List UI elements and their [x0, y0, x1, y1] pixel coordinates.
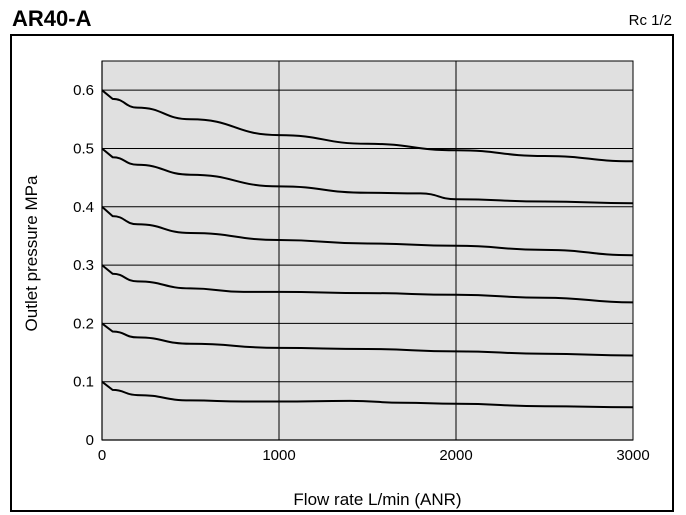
grid-lines [101, 61, 634, 441]
x-tick-label: 1000 [262, 447, 295, 464]
series-line-6 [101, 380, 634, 409]
x-tick-label: 0 [98, 447, 106, 464]
y-axis-label: Outlet pressure MPa [22, 175, 41, 331]
y-tick-label: 0.3 [73, 257, 94, 274]
series-line-5 [101, 322, 634, 357]
tick-labels: 0 0.1 0.2 0.3 0.4 0.5 0.6 0 1000 2000 3000 [73, 82, 650, 464]
y-tick-label: 0 [86, 432, 94, 449]
chart-title: AR40-A [12, 6, 92, 31]
y-tick-label: 0.4 [73, 199, 94, 216]
y-tick-label: 0.1 [73, 374, 94, 391]
y-tick-label: 0.5 [73, 140, 94, 157]
x-tick-label: 2000 [439, 447, 472, 464]
x-tick-label: 3000 [616, 447, 649, 464]
series-line-1 [101, 89, 634, 163]
y-tick-label: 0.6 [73, 82, 94, 99]
chart-frame [10, 34, 674, 512]
series-line-4 [101, 264, 634, 304]
series-line-3 [101, 206, 634, 257]
series-lines [101, 89, 634, 409]
port-size-label: Rc 1/2 [628, 12, 672, 29]
x-axis-label: Flow rate L/min (ANR) [293, 490, 461, 509]
y-tick-label: 0.2 [73, 315, 94, 332]
series-line-2 [101, 147, 634, 205]
